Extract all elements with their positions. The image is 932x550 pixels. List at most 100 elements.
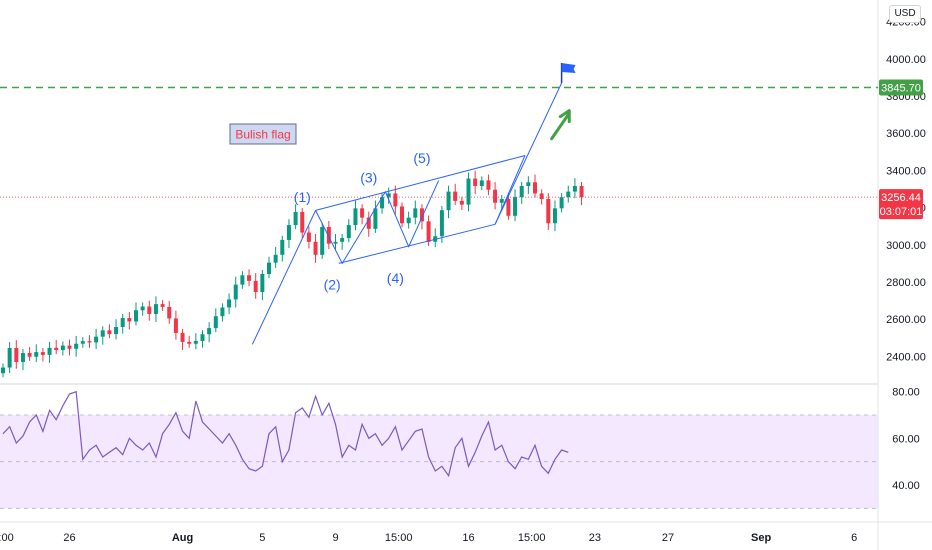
- candle: [486, 174, 491, 196]
- rsi-tick-label: 80.00: [892, 387, 920, 399]
- candle: [80, 337, 85, 348]
- candle: [300, 207, 305, 238]
- flag-trendline[interactable]: [315, 155, 526, 211]
- candle: [380, 193, 385, 214]
- time-tick-label: 16: [462, 532, 474, 544]
- candle: [107, 324, 112, 339]
- candle: [293, 204, 298, 230]
- target-price-badge: 3845.70: [879, 79, 923, 96]
- candle: [187, 335, 192, 348]
- time-tick-label: 26: [63, 532, 75, 544]
- flag-icon: [561, 62, 576, 73]
- candle: [433, 228, 438, 248]
- candle: [273, 247, 278, 269]
- candle: [160, 300, 165, 311]
- candle: [552, 200, 557, 232]
- candle: [280, 235, 285, 262]
- price-tick-label: 2800.00: [886, 277, 926, 289]
- candle: [579, 181, 584, 206]
- candle: [393, 185, 398, 215]
- price-tick-label: 3400.00: [886, 165, 926, 177]
- time-tick-label: 5:00: [0, 532, 14, 544]
- candle: [360, 204, 365, 225]
- candle: [147, 300, 152, 321]
- candle: [233, 276, 238, 308]
- candle: [267, 256, 271, 279]
- arrow-up-icon: [550, 113, 570, 141]
- candle: [200, 330, 205, 348]
- candle: [320, 222, 325, 259]
- candle: [213, 308, 218, 333]
- candle: [180, 328, 185, 350]
- candle: [439, 206, 444, 243]
- candle: [74, 335, 79, 357]
- candle: [566, 185, 571, 203]
- currency-button[interactable]: USD: [889, 5, 921, 23]
- candle: [373, 200, 378, 233]
- candle: [353, 200, 358, 231]
- candle: [333, 234, 338, 251]
- candle: [100, 326, 105, 345]
- candle: [34, 344, 39, 363]
- price-tick-label: 2400.00: [886, 351, 926, 363]
- wave-label: (5): [413, 150, 430, 166]
- candle: [479, 176, 484, 191]
- time-tick-label: 27: [662, 532, 674, 544]
- price-tick-label: 3000.00: [886, 240, 926, 252]
- candle: [346, 219, 351, 243]
- time-tick-label: 23: [589, 532, 601, 544]
- candle: [220, 303, 225, 322]
- time-tick-label: 6: [851, 532, 857, 544]
- annotation-text: Bulish flag: [235, 128, 290, 142]
- rsi-tick-label: 40.00: [892, 480, 920, 492]
- candle: [260, 269, 265, 301]
- time-tick-label: 15:00: [518, 532, 546, 544]
- candle: [519, 181, 524, 204]
- candle: [47, 341, 52, 363]
- flag-trendline[interactable]: [251, 210, 317, 345]
- flag-trendline[interactable]: [315, 180, 440, 265]
- candle: [247, 269, 252, 287]
- candle: [466, 172, 471, 212]
- candle: [533, 174, 537, 198]
- annotation-bulish-flag[interactable]: Bulish flag: [229, 123, 297, 145]
- price-tick-label: 3600.00: [886, 128, 926, 140]
- candle: [493, 181, 498, 210]
- flag-trendline[interactable]: [338, 223, 496, 264]
- candle: [340, 234, 345, 250]
- svg-text:3256.44: 3256.44: [881, 192, 921, 204]
- candle: [27, 347, 32, 361]
- rsi-line: [2, 390, 569, 478]
- price-tick-label: 4000.00: [886, 54, 926, 66]
- currency-label: USD: [894, 8, 916, 19]
- time-tick-label: 9: [332, 532, 338, 544]
- candle: [1, 363, 5, 378]
- candle: [253, 273, 258, 299]
- arrow-head: [558, 109, 571, 124]
- candle: [153, 296, 158, 322]
- candle: [539, 189, 544, 205]
- candle: [94, 328, 99, 350]
- candle: [453, 183, 458, 205]
- candle: [227, 293, 232, 315]
- candle: [526, 176, 531, 195]
- wave-label: (2): [324, 276, 341, 292]
- wave-label: (3): [360, 169, 377, 185]
- time-tick-label: 15:00: [385, 532, 413, 544]
- time-tick-label: 5: [259, 532, 265, 544]
- svg-text:3845.70: 3845.70: [881, 82, 921, 94]
- candle: [54, 340, 59, 355]
- candle: [546, 193, 551, 230]
- candle: [40, 348, 45, 362]
- candle: [167, 300, 172, 324]
- candle: [134, 302, 138, 326]
- candle: [87, 335, 92, 348]
- candle: [67, 339, 72, 356]
- candle: [240, 271, 245, 289]
- flag-trendline[interactable]: [494, 82, 563, 225]
- candle: [506, 193, 511, 220]
- candle: [473, 170, 478, 195]
- candle: [413, 200, 418, 225]
- candle: [173, 310, 178, 340]
